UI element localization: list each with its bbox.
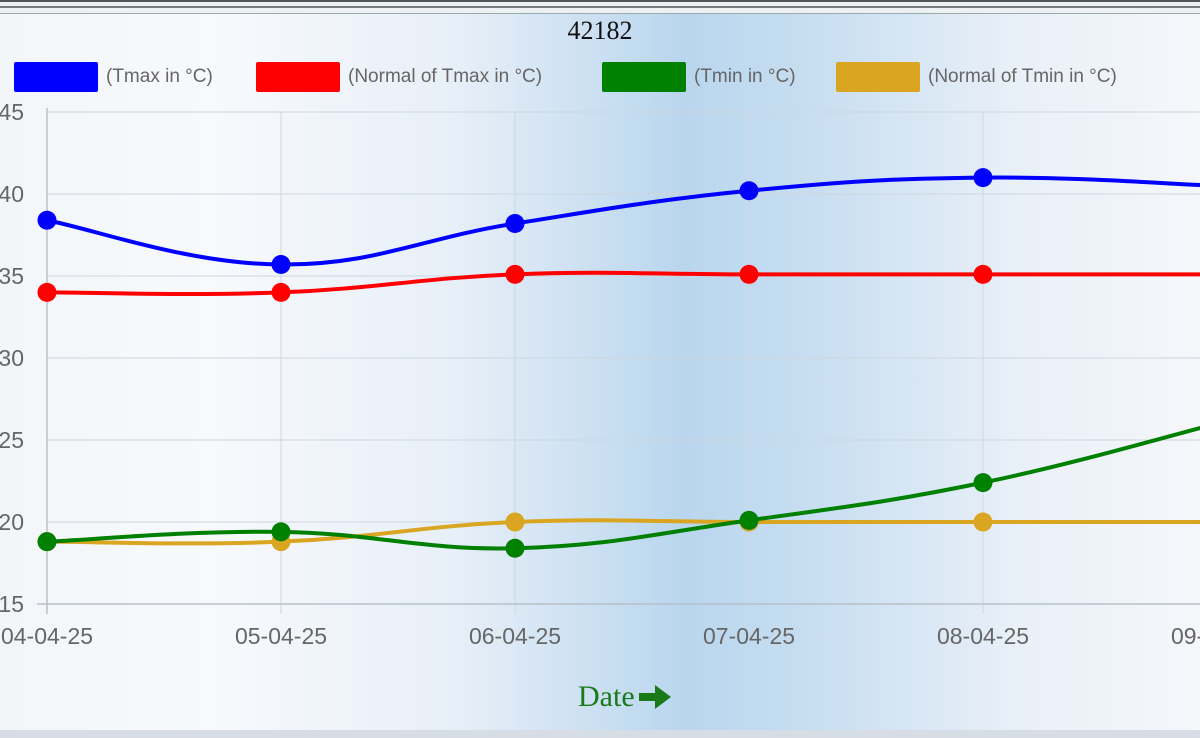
- arrow-right-icon: [638, 685, 671, 709]
- data-point-s2-0: [37, 532, 57, 552]
- data-point-s1-4: [973, 264, 993, 284]
- series-line-1: [45, 270, 1200, 296]
- data-point-s1-0: [37, 282, 57, 302]
- y-tick-label-40: 40: [0, 181, 24, 207]
- data-point-s0-0: [37, 210, 57, 230]
- legend-item-normal-tmin[interactable]: (Normal of Tmin in °C): [836, 62, 1117, 92]
- data-point-s2-2: [505, 538, 525, 558]
- chart-title: 42182: [567, 16, 633, 45]
- x-axis-label: Date: [578, 680, 673, 714]
- data-point-s2-4: [973, 473, 993, 493]
- x-axis-label-text: Date: [578, 680, 635, 713]
- window-top-border: [0, 0, 1200, 14]
- data-point-s2-3: [739, 510, 759, 530]
- legend-item-normal-tmax[interactable]: (Normal of Tmax in °C): [256, 62, 542, 92]
- data-point-s2-1: [271, 522, 291, 542]
- series-line-2: [45, 425, 1200, 551]
- legend-swatch-normal-tmax: [256, 62, 340, 92]
- x-tick-label-09-04-25: 09-04-25: [1171, 623, 1200, 649]
- legend-label-normal-tmin: (Normal of Tmin in °C): [928, 66, 1117, 87]
- data-point-s0-2: [505, 214, 525, 234]
- y-tick-label-30: 30: [0, 345, 24, 371]
- legend-swatch-tmin: [602, 62, 686, 92]
- legend-swatch-tmax: [14, 62, 98, 92]
- y-tick-label-20: 20: [0, 509, 24, 535]
- y-tick-label-25: 25: [0, 427, 24, 453]
- data-point-s0-1: [271, 255, 291, 275]
- data-point-s1-2: [505, 264, 525, 284]
- data-point-s3-2: [505, 512, 525, 532]
- legend-item-tmax[interactable]: (Tmax in °C): [14, 62, 213, 92]
- legend-label-tmin: (Tmin in °C): [694, 66, 796, 87]
- data-point-s1-3: [739, 264, 759, 284]
- window-bottom-border: [0, 730, 1200, 738]
- legend-label-tmax: (Tmax in °C): [106, 66, 213, 87]
- x-tick-label-07-04-25: 07-04-25: [703, 623, 795, 649]
- legend-label-normal-tmax: (Normal of Tmax in °C): [348, 66, 543, 87]
- x-tick-label-05-04-25: 05-04-25: [235, 623, 327, 649]
- x-tick-label-04-04-25: 04-04-25: [1, 623, 93, 649]
- y-tick-label-15: 15: [0, 591, 24, 617]
- data-point-s0-4: [973, 168, 993, 188]
- y-tick-label-35: 35: [0, 263, 24, 289]
- data-point-s3-4: [973, 512, 993, 532]
- series-line-3: [45, 518, 1200, 546]
- x-tick-label-06-04-25: 06-04-25: [469, 623, 561, 649]
- x-tick-label-08-04-25: 08-04-25: [937, 623, 1029, 649]
- data-point-s1-1: [271, 282, 291, 302]
- series-line-0: [45, 175, 1200, 267]
- legend-item-tmin[interactable]: (Tmin in °C): [602, 62, 796, 92]
- data-point-s0-3: [739, 181, 759, 201]
- legend-swatch-normal-tmin: [836, 62, 920, 92]
- y-tick-label-45: 45: [0, 99, 24, 125]
